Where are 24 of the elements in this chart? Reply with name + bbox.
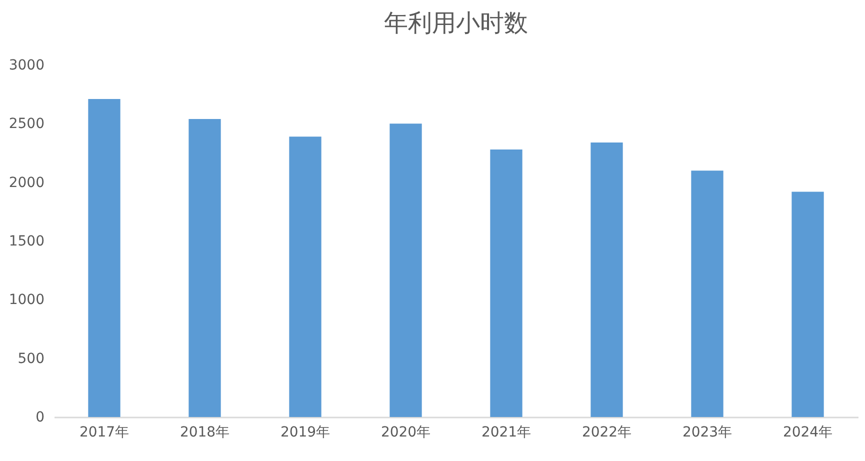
y-tick-label: 0 [36,410,44,426]
x-tick-label: 2021年 [481,424,532,440]
x-tick-label: 2018年 [180,424,230,440]
bar [188,118,221,417]
bar [590,142,623,417]
chart-title: 年利用小时数 [384,9,528,37]
x-tick-label: 2023年 [682,424,732,440]
bar [792,192,824,417]
x-tick-label: 2020年 [380,424,431,440]
y-tick-label: 3000 [8,58,44,74]
y-tick-label: 2500 [8,116,44,132]
bar [289,136,322,417]
bar [88,99,120,417]
x-tick-label: 2024年 [782,424,833,440]
x-tick-label: 2017年 [79,424,130,440]
bar [691,170,724,417]
x-tick-label: 2022年 [582,424,632,440]
y-tick-label: 2000 [8,174,44,191]
y-tick-label: 1500 [8,234,44,250]
y-tick-label: 500 [18,350,44,367]
bar [390,124,422,417]
x-tick-label: 2019年 [280,424,330,440]
y-tick-label: 1000 [8,292,44,308]
bar [490,149,522,417]
